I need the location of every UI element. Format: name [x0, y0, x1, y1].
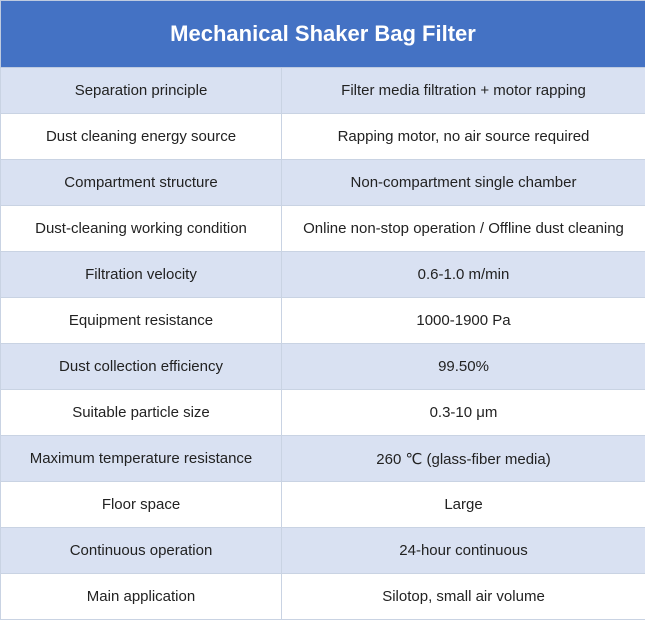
row-value: 260 ℃ (glass-fiber media)	[282, 436, 645, 482]
row-value: 1000-1900 Pa	[282, 298, 645, 344]
row-value: Non-compartment single chamber	[282, 160, 645, 206]
row-value: 99.50%	[282, 344, 645, 390]
row-value: Large	[282, 482, 645, 528]
row-value: Rapping motor, no air source required	[282, 114, 645, 160]
row-label: Dust-cleaning working condition	[1, 206, 282, 252]
row-value: Online non-stop operation / Offline dust…	[282, 206, 645, 252]
row-value: 24-hour continuous	[282, 528, 645, 574]
row-label: Filtration velocity	[1, 252, 282, 298]
row-label: Compartment structure	[1, 160, 282, 206]
row-value: 0.6-1.0 m/min	[282, 252, 645, 298]
table-title: Mechanical Shaker Bag Filter	[1, 1, 645, 68]
row-label: Floor space	[1, 482, 282, 528]
row-value: Filter media filtration + motor rapping	[282, 68, 645, 114]
row-value: Silotop, small air volume	[282, 574, 645, 620]
row-label: Separation principle	[1, 68, 282, 114]
title-row: Mechanical Shaker Bag Filter	[1, 1, 645, 68]
row-label: Maximum temperature resistance	[1, 436, 282, 482]
row-label: Continuous operation	[1, 528, 282, 574]
row-label: Suitable particle size	[1, 390, 282, 436]
row-label: Main application	[1, 574, 282, 620]
row-label: Dust cleaning energy source	[1, 114, 282, 160]
row-label: Equipment resistance	[1, 298, 282, 344]
row-label: Dust collection efficiency	[1, 344, 282, 390]
row-value: 0.3-10 μm	[282, 390, 645, 436]
